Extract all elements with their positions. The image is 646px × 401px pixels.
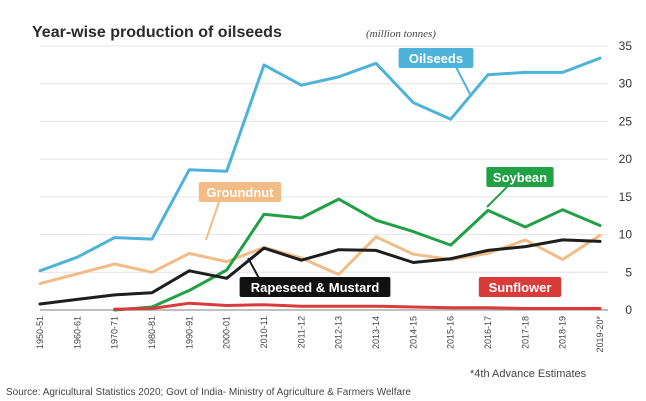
label-leader-line bbox=[205, 198, 221, 241]
label-leader-line bbox=[454, 64, 471, 95]
x-tick-label: 2016-17 bbox=[483, 316, 493, 349]
grid-lines bbox=[40, 45, 608, 311]
label-leader-line bbox=[486, 183, 511, 208]
series-label-groundnut: Groundnut bbox=[198, 182, 282, 241]
y-tick-label: 15 bbox=[619, 190, 633, 204]
label-box bbox=[239, 277, 391, 297]
x-tick-label: 1990-91 bbox=[184, 316, 194, 349]
series-label-sunflower: Sunflower bbox=[478, 277, 562, 297]
label-box bbox=[198, 182, 282, 202]
label-text: Sunflower bbox=[489, 280, 552, 295]
x-tick-label: 2012-13 bbox=[334, 316, 344, 349]
y-tick-label: 5 bbox=[625, 265, 632, 279]
label-leader-line bbox=[247, 257, 261, 281]
label-box bbox=[398, 48, 474, 68]
source-note: Source: Agricultural Statistics 2020; Go… bbox=[6, 387, 411, 398]
y-tick-label: 35 bbox=[619, 39, 633, 53]
series-label-oilseeds: Oilseeds bbox=[398, 48, 474, 95]
x-tick-label: 2013-14 bbox=[371, 316, 381, 349]
x-tick-label: 2014-15 bbox=[408, 316, 418, 349]
series-lines bbox=[38, 56, 602, 312]
x-tick-label: 2000-01 bbox=[222, 316, 232, 349]
series-line-oilseeds bbox=[38, 56, 602, 273]
label-text: Groundnut bbox=[206, 185, 274, 200]
x-tick-label: 2019-20* bbox=[595, 316, 605, 353]
label-text: Rapeseed & Mustard bbox=[251, 280, 380, 295]
series-line-groundnut bbox=[38, 233, 602, 286]
x-tick-label: 1950-51 bbox=[35, 316, 45, 349]
label-text: Soybean bbox=[493, 170, 547, 185]
y-tick-label: 25 bbox=[619, 114, 633, 128]
y-tick-label: 20 bbox=[619, 152, 633, 166]
x-tick-label: 2018-19 bbox=[558, 316, 568, 349]
x-tick-label: 1980-81 bbox=[147, 316, 157, 349]
y-tick-label: 30 bbox=[619, 77, 633, 91]
series-line-sunflower bbox=[113, 301, 602, 311]
y-tick-label: 0 bbox=[625, 303, 632, 317]
series-labels: Oilseeds Groundnut Soybean Rapeseed & Musta… bbox=[198, 48, 562, 297]
series-line-soybean bbox=[113, 197, 602, 312]
x-tick-label: 2015-16 bbox=[446, 316, 456, 349]
label-box bbox=[478, 277, 562, 297]
x-tick-label: 2017-18 bbox=[520, 316, 530, 349]
x-tick-label: 1970-71 bbox=[110, 316, 120, 349]
chart-title: Year-wise production of oilseeds bbox=[32, 24, 282, 41]
x-tick-label: 2011-12 bbox=[296, 316, 306, 348]
y-tick-label: 10 bbox=[619, 228, 633, 242]
x-axis-ticks: 1950-51 1960-61 1970-71 1980-81 1990-91 2000-… bbox=[35, 316, 605, 353]
series-label-rapeseed-mustard: Rapeseed & Mustard bbox=[239, 257, 391, 297]
x-tick-label: 1960-61 bbox=[72, 316, 82, 349]
x-tick-label: 2010-11 bbox=[259, 316, 269, 348]
series-label-soybean: Soybean bbox=[486, 167, 554, 208]
series-line-rapeseed-mustard bbox=[38, 238, 602, 306]
chart-unit: (million tonnes) bbox=[366, 28, 436, 40]
label-text: Oilseeds bbox=[409, 51, 463, 66]
y-axis-ticks: 0 5 10 15 20 25 30 35 bbox=[619, 39, 633, 317]
label-box bbox=[486, 167, 554, 187]
footnote: *4th Advance Estimates bbox=[470, 368, 587, 380]
